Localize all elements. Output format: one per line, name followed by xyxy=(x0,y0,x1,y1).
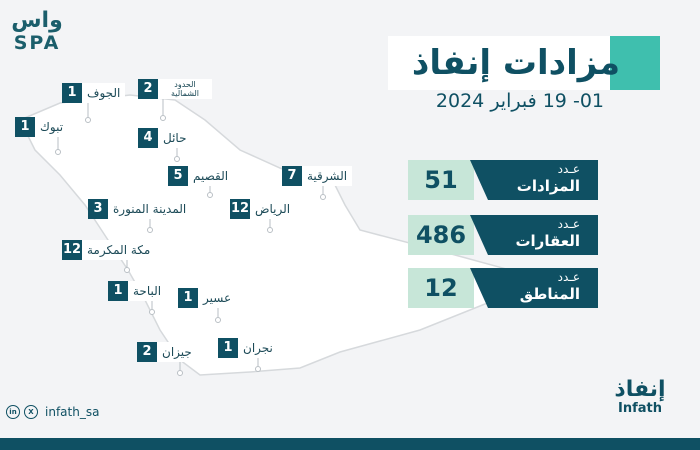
pin-makkah xyxy=(124,267,130,273)
region-makkah: مكة المكرمة 12 xyxy=(62,240,156,260)
stat-value: 51 xyxy=(408,160,474,200)
region-jazan: جيزان 2 xyxy=(137,342,197,362)
stat-label-top: عـدد xyxy=(557,217,580,231)
stat-label: عـدد المناطق xyxy=(470,268,598,308)
stat-label-top: عـدد xyxy=(557,162,580,176)
region-name: القصيم xyxy=(188,166,234,186)
region-name: عسير xyxy=(198,288,237,308)
infath-logo: إنفاذ Infath xyxy=(610,378,670,416)
region-tabuk: تبوك 1 xyxy=(15,117,69,137)
region-asir: عسير 1 xyxy=(178,288,237,308)
pin-qassim xyxy=(207,192,213,198)
stat-regions: 12 عـدد المناطق xyxy=(408,268,598,308)
region-najran: نجران 1 xyxy=(218,338,278,358)
region-count: 1 xyxy=(178,288,198,308)
region-hail: حائل 4 xyxy=(138,128,192,148)
pin-riyadh xyxy=(267,227,273,233)
stat-label-bottom: المناطق xyxy=(519,285,580,303)
social-handles: in X infath_sa xyxy=(6,404,99,420)
region-name: المدينة المنورة xyxy=(108,199,192,219)
region-count: 1 xyxy=(62,83,82,103)
region-count: 7 xyxy=(282,166,302,186)
stat-label: عـدد العقارات xyxy=(470,215,598,255)
region-name: الجوف xyxy=(82,83,126,103)
infath-logo-english: Infath xyxy=(618,401,662,416)
region-name: تبوك xyxy=(35,117,69,137)
region-name: الباحة xyxy=(128,281,167,301)
pin-najran xyxy=(255,366,261,372)
pin-asir xyxy=(215,317,221,323)
pin-hail xyxy=(174,156,180,162)
region-count: 1 xyxy=(15,117,35,137)
stat-value: 486 xyxy=(408,215,474,255)
region-baha: الباحة 1 xyxy=(108,281,167,301)
region-northern-borders: الحدود الشمالية 2 xyxy=(138,79,212,99)
stat-properties: 486 عـدد العقارات xyxy=(408,215,598,255)
pin-eastern xyxy=(320,194,326,200)
region-count: 2 xyxy=(138,79,158,99)
date-range: 01- 19 فبراير 2024 xyxy=(435,90,604,112)
pin-baha xyxy=(149,309,155,315)
region-name: مكة المكرمة xyxy=(82,240,156,260)
region-count: 1 xyxy=(108,281,128,301)
stat-auctions: 51 عـدد المزادات xyxy=(408,160,598,200)
pin-jouf xyxy=(85,117,91,123)
page-title: مزادات إنفاذ xyxy=(411,43,620,83)
region-riyadh: الرياض 12 xyxy=(230,199,296,219)
region-name: نجران xyxy=(238,338,278,358)
region-name: الرياض xyxy=(250,199,296,219)
pin-tabuk xyxy=(55,149,61,155)
pin-northern-borders xyxy=(160,115,166,121)
region-jouf: الجوف 1 xyxy=(62,83,126,103)
region-eastern: الشرقية 7 xyxy=(282,166,353,186)
region-name: الشرقية xyxy=(302,166,353,186)
region-count: 5 xyxy=(168,166,188,186)
region-count: 1 xyxy=(218,338,238,358)
region-count: 12 xyxy=(230,199,250,219)
title-accent xyxy=(610,36,660,90)
spa-logo-english: SPA xyxy=(13,32,61,54)
spa-logo-arabic: واس xyxy=(11,8,63,33)
infath-logo-arabic: إنفاذ xyxy=(614,377,666,402)
stat-label: عـدد المزادات xyxy=(470,160,598,200)
linkedin-icon[interactable]: in xyxy=(6,405,20,419)
stat-value: 12 xyxy=(408,268,474,308)
region-name: جيزان xyxy=(157,342,197,362)
spa-logo: واس SPA xyxy=(6,10,68,60)
region-count: 2 xyxy=(137,342,157,362)
bottom-bar xyxy=(0,438,700,450)
region-count: 3 xyxy=(88,199,108,219)
region-madinah: المدينة المنورة 3 xyxy=(88,199,192,219)
region-name: الحدود الشمالية xyxy=(158,79,212,99)
stat-label-top: عـدد xyxy=(557,270,580,284)
region-count: 4 xyxy=(138,128,158,148)
stat-label-bottom: العقارات xyxy=(515,232,580,250)
social-handle[interactable]: infath_sa xyxy=(45,405,100,419)
stat-label-bottom: المزادات xyxy=(516,177,580,195)
pin-jazan xyxy=(177,370,183,376)
x-icon[interactable]: X xyxy=(24,405,38,419)
region-count: 12 xyxy=(62,240,82,260)
pin-madinah xyxy=(147,227,153,233)
region-name: حائل xyxy=(158,128,192,148)
region-qassim: القصيم 5 xyxy=(168,166,234,186)
